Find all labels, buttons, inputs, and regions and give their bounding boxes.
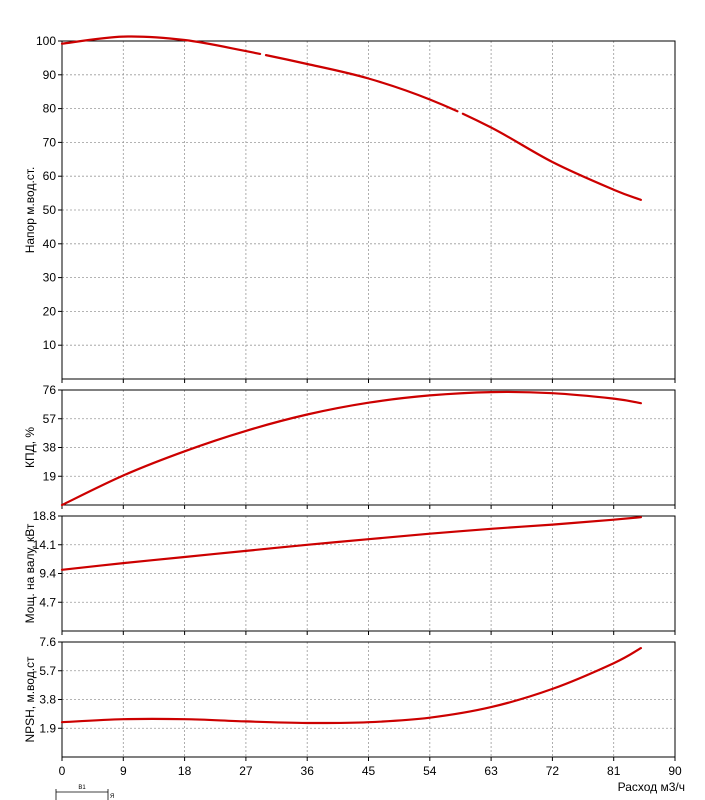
y-tick-label: 50 (43, 203, 57, 217)
head-curve (60, 35, 642, 201)
x-tick-label: 72 (546, 764, 560, 778)
x-tick-label: 45 (362, 764, 376, 778)
y-tick-label: 20 (43, 304, 57, 318)
y-tick-label: 7.6 (39, 635, 56, 649)
b1-marker-label: B1 (78, 785, 86, 791)
y-tick-label: 4.7 (39, 595, 56, 609)
npsh-curve (60, 647, 642, 725)
y-tick-label: 19 (43, 469, 57, 483)
y-tick-label: 9.4 (39, 567, 56, 581)
x-tick-label: 0 (59, 764, 66, 778)
x-tick-label: 27 (239, 764, 253, 778)
b1-marker: B1 Я (55, 785, 114, 800)
y-tick-label: 90 (43, 68, 57, 82)
head-panel: 10 20 30 40 50 60 70 80 90 100 Напор м.вод.ст. (23, 34, 676, 383)
head-axis-label: Напор м.вод.ст. (23, 167, 37, 254)
x-tick-label: 81 (607, 764, 621, 778)
x-tick-label: 63 (484, 764, 498, 778)
y-tick-label: 3.8 (39, 693, 56, 707)
y-tick-label: 70 (43, 135, 57, 149)
y-tick-label: 18.8 (33, 509, 57, 523)
y-tick-label: 40 (43, 237, 57, 251)
x-tick-label: 18 (178, 764, 192, 778)
x-tick-label: 90 (668, 764, 682, 778)
npsh-axis-label: NPSH, м.вод.ст (23, 656, 37, 743)
power-curve (60, 516, 642, 571)
y-tick-label: 38 (43, 441, 57, 455)
x-tick-label: 54 (423, 764, 437, 778)
y-tick-label: 80 (43, 102, 57, 116)
y-tick-label: 60 (43, 169, 57, 183)
y-tick-label: 30 (43, 271, 57, 285)
b1-marker-note: Я (110, 794, 114, 800)
y-tick-label: 14.1 (33, 538, 57, 552)
efficiency-axis-label: КПД, % (23, 427, 37, 468)
y-tick-label: 100 (36, 34, 56, 48)
y-tick-label: 57 (43, 412, 57, 426)
x-axis-label: Расход м3/ч (618, 780, 685, 794)
x-tick-label: 36 (301, 764, 315, 778)
y-tick-label: 76 (43, 383, 57, 397)
efficiency-curve (60, 390, 642, 507)
y-tick-label: 10 (43, 338, 57, 352)
power-axis-label: Мощ. на валу, кВт (23, 523, 37, 623)
efficiency-panel: 19 38 57 76 КПД, % (23, 383, 676, 509)
y-tick-label: 5.7 (39, 664, 56, 678)
x-tick-label: 9 (120, 764, 127, 778)
y-tick-label: 1.9 (39, 721, 56, 735)
